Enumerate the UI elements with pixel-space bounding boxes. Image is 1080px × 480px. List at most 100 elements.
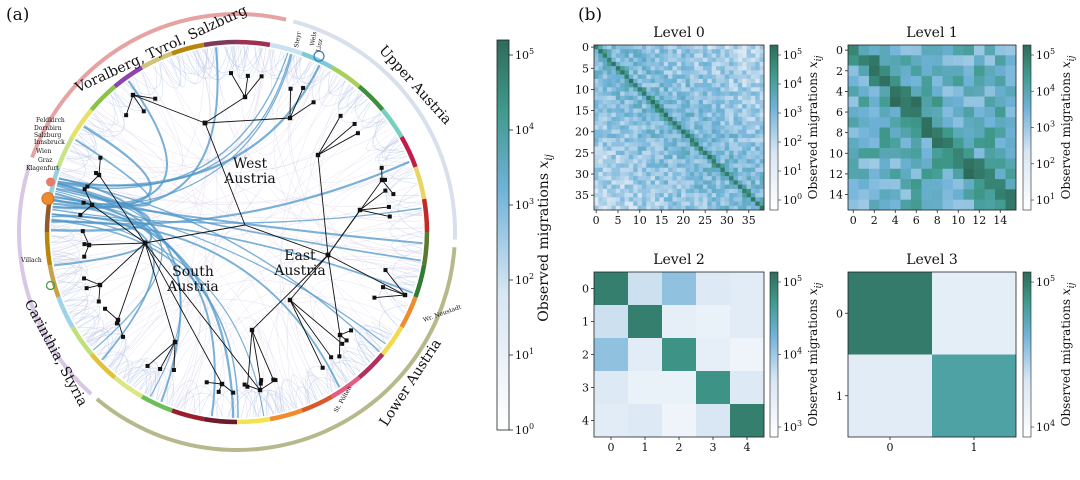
matrix-cell (672, 74, 678, 80)
matrix-cell (637, 180, 643, 185)
ring-segment (203, 39, 238, 48)
matrix-cell (620, 83, 625, 88)
matrix-cell (711, 167, 717, 173)
colorbar-ticklabel: 102 (1036, 156, 1055, 171)
matrix-cell (598, 193, 604, 198)
matrix-cell (598, 70, 604, 75)
matrix-cell (724, 83, 730, 88)
matrix-cell (611, 95, 617, 101)
matrix-cell (611, 104, 617, 109)
matrix-cell (637, 83, 643, 88)
matrix-cell (662, 305, 697, 339)
matrix-cell (755, 53, 760, 58)
matrix-cell (685, 142, 691, 147)
matrix-cell (633, 193, 638, 198)
matrix-cell (733, 159, 739, 164)
matrix-cell (689, 104, 695, 109)
colorbar-ticklabel-exp: 5 (1050, 47, 1055, 56)
matrix-cell (624, 159, 630, 164)
matrix-cell (869, 45, 880, 56)
matrix-cell (737, 155, 743, 160)
matrix-cell (869, 96, 880, 108)
y-tick-label: 1 (582, 316, 589, 329)
migration-edge (51, 160, 410, 226)
matrix-cell (737, 87, 743, 92)
matrix-cell (737, 146, 743, 152)
matrix-cell (733, 112, 739, 118)
matrix-cell (694, 45, 699, 50)
matrix-cell (620, 167, 625, 173)
matrix-cell (681, 159, 686, 164)
matrix-cell (746, 95, 752, 101)
colorbar-ticklabel-exp: 4 (797, 76, 802, 85)
matrix-cell (694, 193, 699, 198)
matrix-cell (707, 70, 712, 75)
colorbar-ticklabel-base: 10 (783, 136, 797, 149)
matrix-cell (995, 75, 1006, 87)
matrix-cell (716, 188, 721, 194)
matrix-cell (724, 197, 730, 202)
migration-edge (271, 49, 422, 258)
matrix-cell (676, 155, 682, 160)
matrix-cell (607, 150, 612, 156)
matrix-cell (594, 305, 629, 339)
matrix-cell (594, 91, 599, 97)
matrix-cell (746, 167, 752, 173)
colorbar-ticklabel: 103 (1036, 120, 1055, 135)
matrix-cell (974, 55, 985, 66)
matrix-cell (932, 148, 943, 159)
matrix-cell (759, 83, 765, 88)
matrix-cell (953, 127, 964, 139)
matrix-cell (733, 61, 739, 67)
cluster-label-west-1: West (233, 156, 268, 172)
matrix-cell (650, 150, 656, 156)
matrix-cell (633, 146, 638, 152)
matrix-cell (1005, 137, 1017, 149)
matrix-cell (624, 176, 630, 181)
matrix-cell (742, 163, 747, 168)
matrix-cell (707, 201, 712, 207)
tree-branch (98, 157, 101, 176)
migration-edge (79, 94, 116, 135)
matrix-cell (663, 205, 669, 211)
ring-segment (380, 108, 404, 139)
matrix-cell (633, 142, 638, 147)
migration-edge (273, 49, 295, 72)
matrix-cell (729, 66, 734, 71)
matrix-cell (681, 100, 686, 105)
matrix-cell (921, 86, 933, 97)
colorbar-ticklabel-exp: 0 (797, 192, 802, 201)
matrix-cell (911, 117, 922, 128)
matrix-cell (594, 180, 599, 185)
colorbar-ticklabel-exp: 5 (1050, 274, 1055, 283)
matrix-cell (755, 142, 760, 147)
matrix-cell (637, 104, 643, 109)
matrix-cell (702, 116, 708, 122)
matrix-cell (716, 205, 721, 211)
migration-edge (350, 95, 368, 114)
matrix-cell (624, 70, 630, 75)
colorbar-ticklabel-base: 10 (783, 194, 797, 207)
matrix-cell (620, 100, 625, 105)
matrix-cell (637, 49, 643, 54)
matrix-cell (668, 70, 673, 75)
matrix-cell (602, 66, 608, 71)
matrix-cell (646, 49, 651, 54)
ring-segment (236, 416, 271, 425)
matrix-cell (696, 338, 731, 372)
matrix-cell (974, 199, 985, 211)
matrix-cell (646, 70, 651, 75)
matrix-cell (602, 146, 608, 152)
migration-edge (56, 200, 421, 278)
matrix-cell (668, 155, 673, 160)
matrix-cell (611, 180, 617, 185)
matrix-cell (716, 155, 721, 160)
matrix-cell (974, 117, 985, 128)
tree-node (153, 96, 158, 101)
matrix-cell (716, 45, 721, 50)
matrix-cell (655, 138, 660, 143)
matrix-cell (750, 66, 756, 71)
matrix-cell (637, 184, 643, 190)
matrix-cell (620, 205, 625, 211)
